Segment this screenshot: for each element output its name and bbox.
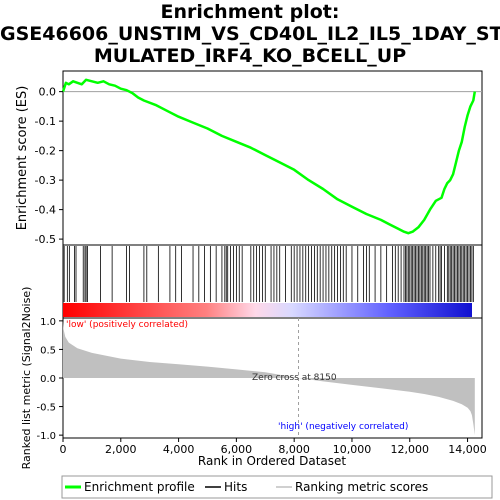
x-tick-label: 0 [60, 443, 67, 456]
metric-y-tick-label: 0.0 [40, 374, 56, 385]
hits-layer [63, 246, 474, 302]
metric-layer: 1.0 0.5 0.0 -0.5 -1.0 0 2,000 4,000 6,000 8,000 10… [36, 317, 486, 456]
es-y-tick-label: -0.4 [35, 204, 56, 217]
es-y-tick-label: -0.2 [35, 145, 56, 158]
zero-cross-label: Zero cross at 8150 [252, 373, 337, 383]
legend-metric-label: Ranking metric scores [295, 480, 428, 494]
enrichment-profile-line [61, 78, 477, 235]
x-tick-label: 14,000 [448, 443, 487, 456]
ranked-metric-area [63, 320, 475, 436]
x-tick-label: 6,000 [221, 443, 253, 456]
es-y-tick-label: -0.3 [35, 174, 56, 187]
es-y-tick-label: -0.1 [35, 115, 56, 128]
rank-color-bar [63, 303, 472, 317]
x-tick-label: 8,000 [278, 443, 310, 456]
metric-y-tick-label: -0.5 [36, 403, 56, 414]
metric-y-tick-label: -1.0 [36, 431, 56, 442]
metric-y-tick-label: 0.5 [40, 345, 56, 356]
chart-title-line-3: MULATED_IRF4_KO_BCELL_UP [93, 45, 407, 67]
es-y-axis-label: Enrichment score (ES) [15, 86, 30, 231]
positive-correlation-label: 'low' (positively correlated) [66, 320, 188, 330]
es-y-tick-label: 0.0 [39, 86, 57, 99]
metric-y-tick-label: 1.0 [40, 317, 56, 328]
legend-hits-label: Hits [224, 480, 247, 494]
metric-y-axis-label: Ranked list metric (Signal2Noise) [20, 287, 33, 470]
negative-correlation-label: 'high' (negatively correlated) [278, 422, 408, 432]
x-tick-label: 10,000 [333, 443, 372, 456]
x-tick-label: 2,000 [105, 443, 137, 456]
legend-es-label: Enrichment profile [84, 480, 195, 494]
chart-title-line-2: GSE46606_UNSTIM_VS_CD40L_IL2_IL5_1DAY_ST… [0, 23, 500, 45]
chart-title-line-1: Enrichment plot: [160, 1, 340, 23]
x-axis-label: Rank in Ordered Dataset [198, 454, 346, 468]
x-tick-label: 4,000 [163, 443, 195, 456]
x-tick-label: 12,000 [391, 443, 430, 456]
es-y-tick-label: -0.5 [35, 233, 56, 246]
es-layer: 0.0 -0.1 -0.2 -0.3 -0.4 -0.5 [35, 78, 482, 246]
